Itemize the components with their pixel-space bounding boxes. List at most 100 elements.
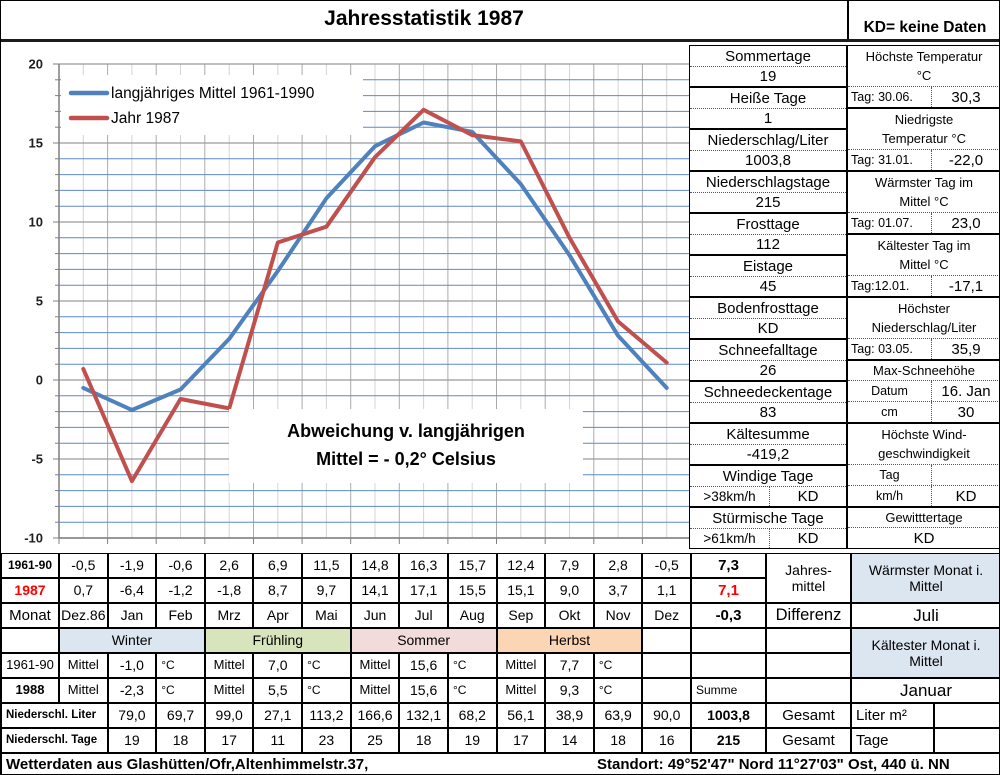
warmest-month-label: Wärmster Monat i. Mittel — [851, 553, 999, 603]
extreme-value: 30 — [957, 403, 975, 421]
season-header-fr-hling: Frühling — [204, 628, 351, 653]
stat-windige-tage: Windige Tage >38km/h KD — [689, 465, 847, 507]
extreme-row: km/h KD — [848, 485, 999, 506]
season-mean-value: 15,6 — [399, 653, 448, 678]
extreme-row: Tag: 01.07. 23,0 — [848, 213, 999, 233]
y-axis-tick-label: 10 — [29, 215, 43, 230]
stat-hei-e-tage: Heiße Tage 1 — [689, 87, 847, 129]
precip-value-cell: 69,7 — [156, 703, 205, 728]
month-name-cell: Feb — [156, 603, 205, 628]
season-header-winter: Winter — [59, 628, 205, 653]
extreme-row: Tag: 31.01. -22,0 — [848, 150, 999, 170]
extreme-title: Max-Schneehöhe — [848, 361, 999, 381]
legend-label: Jahr 1987 — [111, 110, 180, 127]
season-row-label: 1988 — [1, 678, 59, 703]
mean-temp-cell: 15,7 — [447, 553, 497, 578]
legend-box — [61, 75, 363, 135]
empty-cell — [642, 653, 692, 678]
season-mean-value: 15,6 — [399, 678, 448, 703]
season-mittel-label: Mittel — [204, 653, 254, 678]
stat-sommertage: Sommertage 19 — [689, 45, 847, 87]
mean-temp-cell: 2,6 — [204, 553, 254, 578]
extreme-title: Kältester Tag im Mittel °C — [848, 235, 999, 276]
empty-cell — [642, 628, 692, 653]
month-name-cell: Jan — [107, 603, 157, 628]
extreme-key: Datum — [848, 381, 932, 401]
extreme-key: cm — [848, 402, 932, 422]
season-unit: °C — [593, 678, 643, 703]
row-label-mean: 1961-90 — [1, 553, 59, 578]
extreme-max-schneeh-he: Max-Schneehöhe Datum 16. Jan cm 30 — [847, 360, 999, 423]
stat-value: 1 — [763, 110, 773, 127]
season-mean-value: 7,7 — [545, 653, 594, 678]
empty-cell — [934, 728, 999, 753]
footer-station-text: Wetterdaten aus Glashütten/Ofr,Altenhimm… — [6, 755, 369, 773]
month-name-cell: Dez.86 — [59, 603, 108, 628]
extreme-value: KD — [955, 487, 977, 505]
empty-cell — [766, 653, 851, 678]
season-unit: °C — [156, 678, 205, 703]
label-differenz: Differenz — [766, 603, 851, 628]
stat-k-ltesumme: Kältesumme -419,2 — [689, 423, 847, 465]
footer-row: Wetterdaten aus Glashütten/Ofr,Altenhimm… — [1, 753, 999, 774]
season-header-sommer: Sommer — [350, 628, 497, 653]
stat-label: Windige Tage — [690, 466, 846, 487]
precip-value-cell: 17 — [496, 728, 546, 753]
season-mittel-label: Mittel — [350, 678, 400, 703]
season-unit: °C — [302, 653, 351, 678]
empty-cell — [691, 628, 766, 653]
extreme-row: Tag:12.01. -17,1 — [848, 276, 999, 296]
extreme-title: Höchster Niederschlag/Liter — [848, 298, 999, 339]
empty-cell — [766, 678, 851, 703]
extreme-value: 35,9 — [951, 340, 981, 358]
stat-value: 26 — [759, 362, 777, 379]
season-mean-value: 5,5 — [253, 678, 303, 703]
season-unit: °C — [593, 653, 643, 678]
year-temp-cell: 8,7 — [253, 578, 303, 603]
stat-label: Niederschlagstage — [690, 172, 846, 193]
year-temp-cell: -6,4 — [107, 578, 157, 603]
label-summe: Summe — [691, 678, 766, 703]
monthly-tables: 1961-90 1987 Monat -0,5 -1,9 -0,6 2,6 6,9 11,5 14… — [1, 551, 999, 774]
stat-st-rmische-tage: Stürmische Tage >61km/h KD — [689, 507, 847, 549]
stat-label: Stürmische Tage — [690, 508, 846, 529]
y-axis-tick-label: 5 — [36, 294, 43, 309]
month-name-cell: Sep — [496, 603, 546, 628]
annual-stats-table: Sommertage 19 Heiße Tage 1 Niederschlag/Lite… — [689, 45, 847, 549]
stat-value: 19 — [759, 68, 777, 85]
extreme-w-rmster-tag-im-mittel-c: Wärmster Tag im Mittel °C Tag: 01.07. 23,0 — [847, 171, 999, 234]
warmest-month-value: Juli — [851, 603, 999, 628]
season-mean-value: -2,3 — [107, 678, 157, 703]
legend-label: langjähriges Mittel 1961-1990 — [111, 85, 315, 102]
season-mean-value: 7,0 — [253, 653, 303, 678]
stat-value: -419,2 — [746, 446, 790, 463]
extreme-gewitttertage: Gewitttertage KD — [847, 507, 999, 549]
annual-mean-1961-90: 7,3 — [691, 553, 766, 578]
year-temp-cell: 15,5 — [447, 578, 497, 603]
extreme-key: km/h — [848, 486, 932, 506]
stat-schneedeckentage: Schneedeckentage 83 — [689, 381, 847, 423]
empty-cell — [766, 628, 851, 653]
y-axis-tick-label: -5 — [31, 452, 43, 467]
precip-total: 1003,8 — [691, 703, 766, 728]
stat-value: 1003,8 — [745, 152, 791, 169]
stat-label: Eistage — [690, 256, 846, 277]
precip-value-cell: 18 — [156, 728, 205, 753]
season-mittel-label: Mittel — [59, 653, 108, 678]
precip-value-cell: 79,0 — [107, 703, 157, 728]
y-axis-tick-label: 15 — [29, 136, 43, 151]
precip-total: 215 — [691, 728, 766, 753]
coldest-month-value: Januar — [851, 678, 999, 703]
extreme-value: 30,3 — [951, 88, 981, 106]
label-gesamt: Gesamt — [766, 728, 851, 753]
extreme-key: Tag: 30.06. — [848, 87, 932, 107]
empty-cell — [642, 678, 692, 703]
mean-temp-cell: 11,5 — [302, 553, 351, 578]
stat-threshold: >61km/h — [690, 529, 770, 548]
season-unit: °C — [447, 678, 497, 703]
precip-value-cell: 19 — [447, 728, 497, 753]
precip-value-cell: 25 — [350, 728, 400, 753]
season-mittel-label: Mittel — [204, 678, 254, 703]
precip-value-cell: 99,0 — [204, 703, 254, 728]
stat-threshold: >38km/h — [690, 487, 770, 506]
